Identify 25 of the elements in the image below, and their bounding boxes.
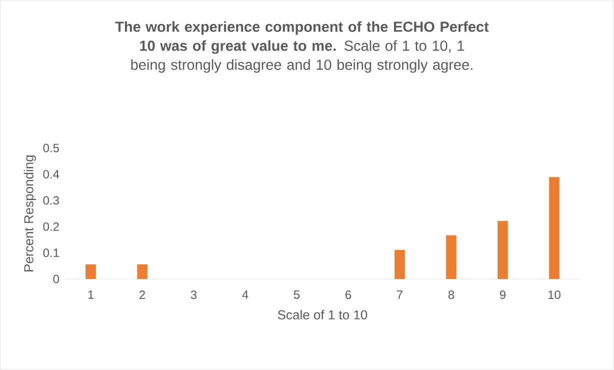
bar xyxy=(86,264,96,279)
x-tick-label: 10 xyxy=(548,290,560,300)
x-tick-label: 5 xyxy=(294,290,300,299)
y-tick-label: 0.1 xyxy=(43,248,59,258)
x-tick-label: 4 xyxy=(242,290,248,299)
y-tick-label: 0 xyxy=(53,274,60,284)
y-tick-label: 0.2 xyxy=(43,222,59,231)
x-tick-label: 3 xyxy=(190,290,197,300)
x-tick-label: 8 xyxy=(448,290,454,300)
x-tick-label: 9 xyxy=(500,290,506,300)
bar xyxy=(549,177,560,279)
x-axis-title: Scale of 1 to 10 xyxy=(278,310,368,320)
y-tick-label: 0.5 xyxy=(43,144,59,152)
bar xyxy=(498,220,508,279)
bar xyxy=(137,264,148,279)
y-tick-label: 0.3 xyxy=(43,196,59,205)
y-tick-label: 0.4 xyxy=(43,170,60,178)
chart-title: The work experience component of the ECHO Perfect 10 was of great value to me. Scale of 1 to 10, 1 being strongly disagree and 10 being strongly agree. xyxy=(115,21,489,73)
x-tick-label: 2 xyxy=(140,290,145,299)
bar xyxy=(394,250,405,279)
bar xyxy=(446,235,456,279)
x-tick-label: 1 xyxy=(88,290,94,299)
x-tick-label: 6 xyxy=(346,290,352,300)
y-axis-title: Percent Responding xyxy=(24,155,36,272)
x-tick-label: 7 xyxy=(397,290,402,299)
